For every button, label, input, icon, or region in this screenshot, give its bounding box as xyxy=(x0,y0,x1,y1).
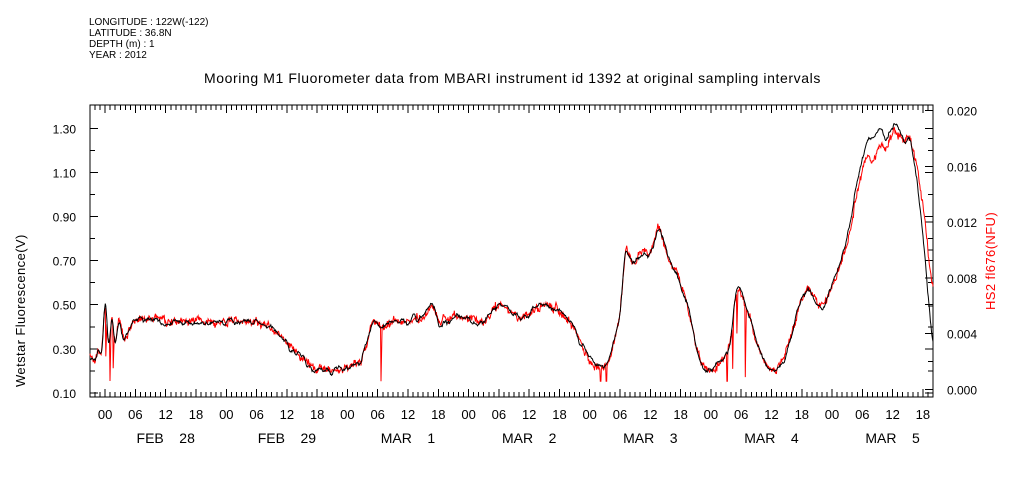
svg-text:18: 18 xyxy=(795,407,809,422)
svg-text:18: 18 xyxy=(189,407,203,422)
svg-text:1.30: 1.30 xyxy=(53,123,77,137)
svg-text:MAR 1: MAR 1 xyxy=(381,430,436,446)
svg-text:00: 00 xyxy=(98,407,112,422)
svg-text:12: 12 xyxy=(158,407,172,422)
svg-text:12: 12 xyxy=(280,407,294,422)
svg-text:00: 00 xyxy=(704,407,718,422)
svg-text:0.30: 0.30 xyxy=(53,343,77,357)
svg-text:12: 12 xyxy=(522,407,536,422)
svg-text:06: 06 xyxy=(613,407,627,422)
svg-text:FEB 29: FEB 29 xyxy=(258,430,317,446)
svg-text:00: 00 xyxy=(582,407,596,422)
svg-text:0.70: 0.70 xyxy=(53,255,77,269)
svg-text:06: 06 xyxy=(734,407,748,422)
svg-text:0.016: 0.016 xyxy=(947,160,977,174)
svg-text:18: 18 xyxy=(310,407,324,422)
svg-text:18: 18 xyxy=(552,407,566,422)
svg-text:0.50: 0.50 xyxy=(53,299,77,313)
svg-text:00: 00 xyxy=(461,407,475,422)
svg-text:MAR 4: MAR 4 xyxy=(744,430,799,446)
svg-text:18: 18 xyxy=(431,407,445,422)
svg-text:0.10: 0.10 xyxy=(53,387,77,401)
svg-text:12: 12 xyxy=(643,407,657,422)
svg-text:06: 06 xyxy=(370,407,384,422)
svg-text:MAR 5: MAR 5 xyxy=(865,430,920,446)
svg-text:0.000: 0.000 xyxy=(947,383,977,397)
svg-text:06: 06 xyxy=(128,407,142,422)
svg-text:12: 12 xyxy=(401,407,415,422)
svg-text:FEB 28: FEB 28 xyxy=(137,430,196,446)
svg-text:06: 06 xyxy=(855,407,869,422)
svg-text:0.020: 0.020 xyxy=(947,105,977,119)
svg-text:06: 06 xyxy=(492,407,506,422)
svg-text:00: 00 xyxy=(219,407,233,422)
svg-text:00: 00 xyxy=(825,407,839,422)
svg-text:0.008: 0.008 xyxy=(947,272,977,286)
svg-text:1.10: 1.10 xyxy=(53,167,77,181)
svg-text:12: 12 xyxy=(885,407,899,422)
svg-text:0.90: 0.90 xyxy=(53,211,77,225)
svg-text:18: 18 xyxy=(673,407,687,422)
svg-text:0.004: 0.004 xyxy=(947,328,977,342)
svg-text:0.012: 0.012 xyxy=(947,216,977,230)
svg-text:MAR 3: MAR 3 xyxy=(623,430,678,446)
svg-text:MAR 2: MAR 2 xyxy=(502,430,557,446)
svg-text:00: 00 xyxy=(340,407,354,422)
svg-text:06: 06 xyxy=(249,407,263,422)
svg-text:12: 12 xyxy=(764,407,778,422)
svg-text:18: 18 xyxy=(916,407,930,422)
